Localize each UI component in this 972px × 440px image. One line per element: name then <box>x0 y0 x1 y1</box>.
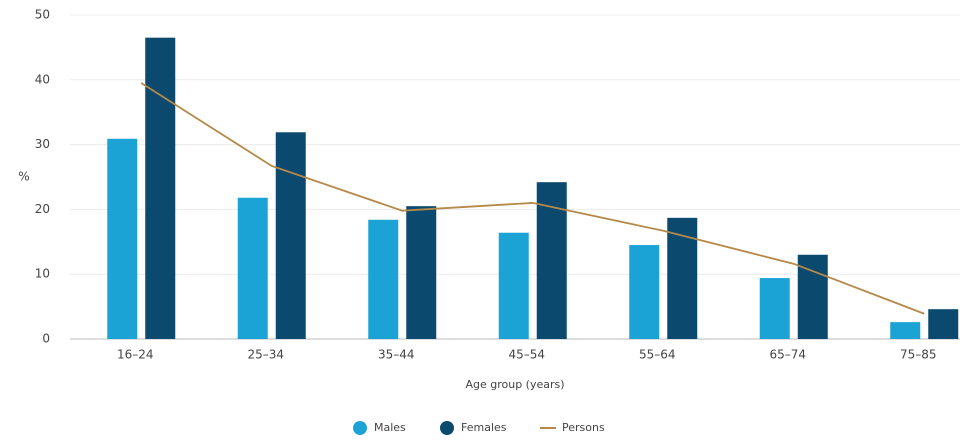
bar <box>928 309 959 339</box>
y-tick-label: 50 <box>35 8 50 22</box>
bar <box>629 245 660 339</box>
x-tick-label: 45–54 <box>508 348 545 362</box>
y-tick-label: 10 <box>35 267 50 281</box>
bar <box>536 182 567 339</box>
x-tick-label: 25–34 <box>247 348 284 362</box>
bar <box>759 278 790 339</box>
x-tick-label: 16–24 <box>117 348 154 362</box>
bar <box>406 206 437 339</box>
line <box>140 82 925 315</box>
y-tick-label: 20 <box>35 202 50 216</box>
legend-swatch <box>353 421 367 435</box>
bar <box>237 197 268 339</box>
y-axis-label: % <box>18 170 29 184</box>
legend-swatch <box>440 421 454 435</box>
bar <box>275 132 306 339</box>
legend-label: Persons <box>562 421 605 434</box>
legend-label: Males <box>374 421 406 434</box>
x-tick-label: 35–44 <box>378 348 415 362</box>
bar <box>498 232 529 339</box>
bar <box>107 138 138 339</box>
y-tick-label: 0 <box>42 332 50 346</box>
y-tick-label: 40 <box>35 72 50 86</box>
x-tick-label: 65–74 <box>769 348 806 362</box>
bar <box>145 37 176 340</box>
y-tick-label: 30 <box>35 137 50 151</box>
x-tick-label: 55–64 <box>639 348 676 362</box>
bar <box>890 322 921 339</box>
x-axis-label: Age group (years) <box>465 378 564 391</box>
x-tick-label: 75–85 <box>900 348 937 362</box>
bar <box>368 219 399 339</box>
legend-label: Females <box>461 421 507 434</box>
bar <box>797 254 828 339</box>
